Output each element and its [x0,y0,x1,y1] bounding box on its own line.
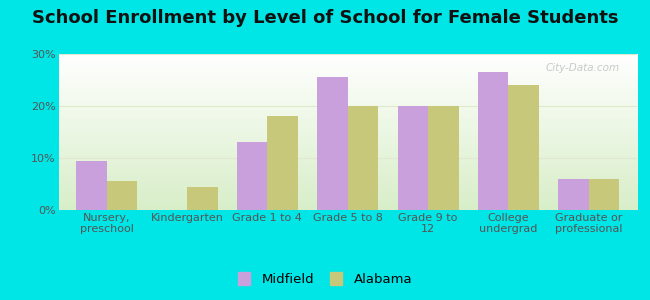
Bar [428,106,459,210]
Bar [267,116,298,210]
Bar [508,85,539,210]
Bar [107,182,137,210]
Bar [317,77,348,210]
Bar [348,106,378,210]
Bar [237,142,267,210]
Bar [478,72,508,210]
Text: City-Data.com: City-Data.com [545,63,619,74]
Legend: Midfield, Alabama: Midfield, Alabama [234,269,416,290]
Bar [76,160,107,210]
Text: School Enrollment by Level of School for Female Students: School Enrollment by Level of School for… [32,9,618,27]
Bar [589,179,619,210]
Bar [187,187,218,210]
Bar [558,179,589,210]
Bar [398,106,428,210]
